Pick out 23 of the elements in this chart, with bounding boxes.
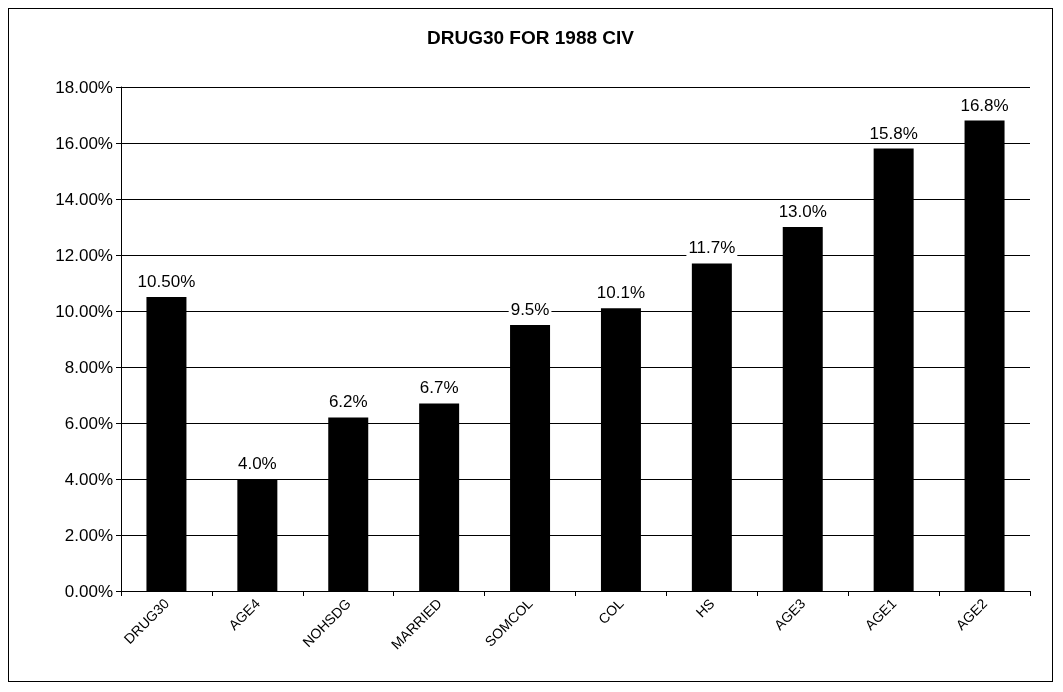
data-label: 10.1% [596, 283, 646, 303]
data-label: 16.8% [960, 95, 1009, 115]
data-label: 10.50% [137, 272, 196, 291]
x-tick-label: COL [594, 595, 627, 627]
chart-title: DRUG30 FOR 1988 CIV [427, 27, 635, 48]
data-label: 9.5% [510, 300, 550, 319]
y-tick-label: 4.00% [64, 469, 113, 489]
data-label: 13.0% [778, 202, 827, 221]
y-tick-label: 14.00% [55, 189, 113, 209]
y-tick-label: 10.00% [55, 301, 113, 321]
data-label: 6.7% [419, 378, 459, 398]
data-label: 11.7% [688, 238, 736, 258]
x-tick-label: HS [692, 595, 718, 621]
y-tick-label: 12.00% [55, 245, 113, 265]
y-tick-label: 6.00% [64, 413, 113, 433]
data-label: 15.8% [869, 123, 918, 143]
y-tick-label: 16.00% [55, 133, 113, 153]
y-tick-label: 0.00% [64, 581, 113, 601]
y-tick-label: 2.00% [64, 525, 113, 545]
y-tick-label: 18.00% [55, 77, 113, 97]
y-tick-label: 8.00% [64, 357, 113, 377]
data-label: 4.0% [237, 454, 277, 473]
data-label: 6.2% [328, 392, 368, 412]
